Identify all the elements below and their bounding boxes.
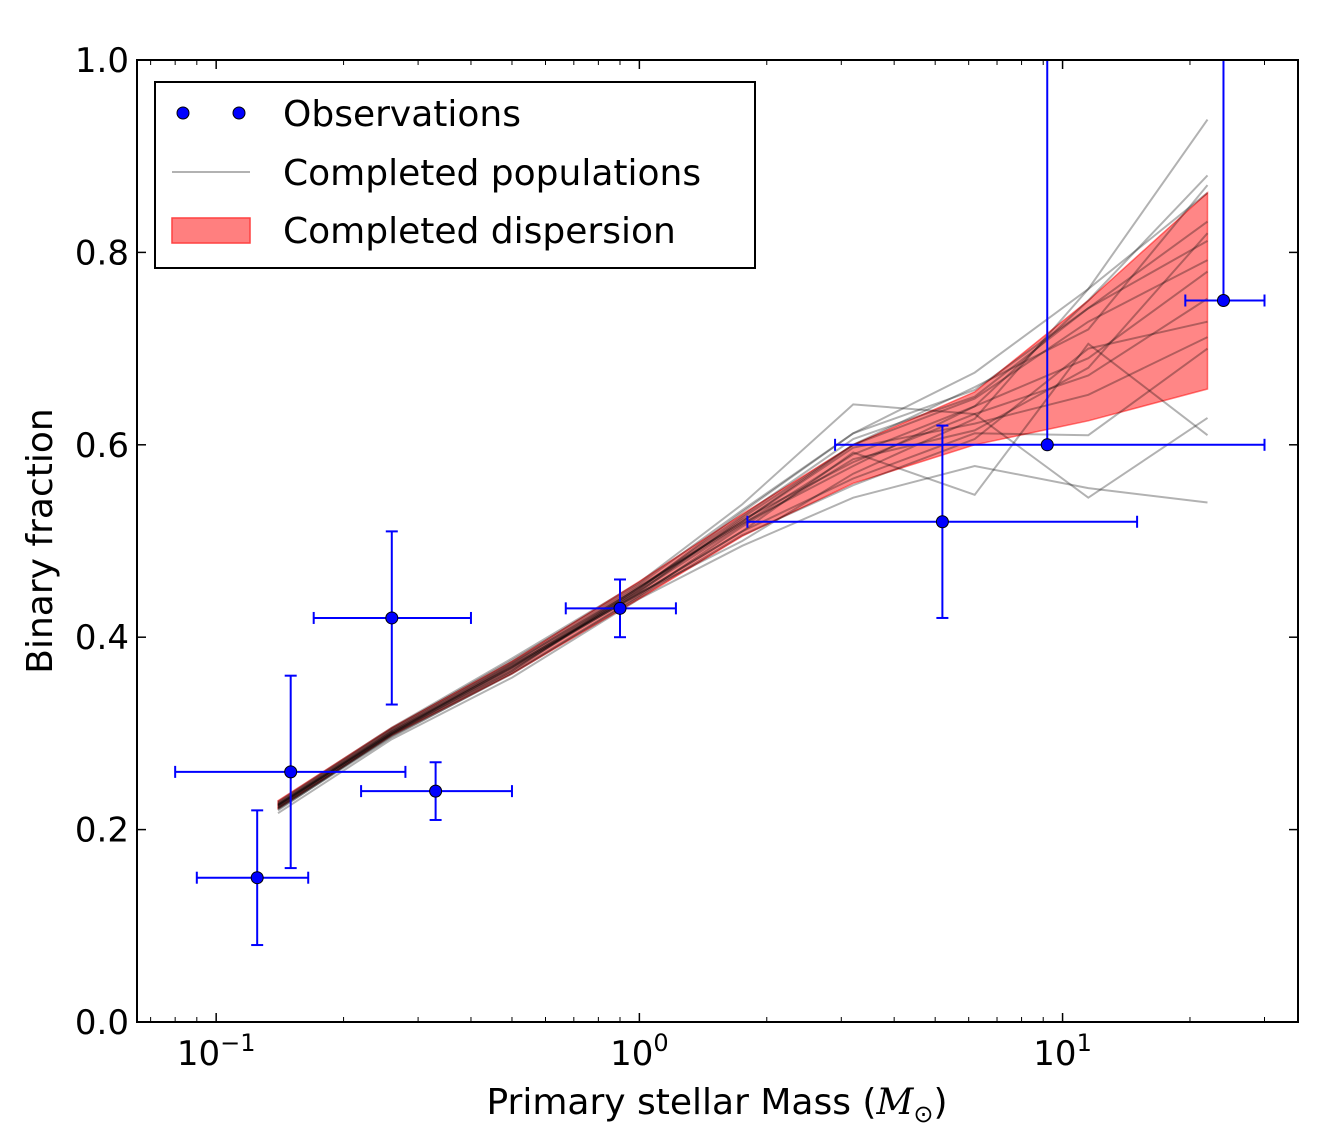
observation-marker [284, 765, 298, 779]
axis-ticks: 0.0 0.2 0.4 0.6 0.8 1.0 10−1 100 101 [75, 41, 1298, 1074]
observation-marker [613, 601, 627, 615]
observation-5 [564, 578, 677, 639]
population-line-2 [277, 259, 1208, 810]
population-line-12 [277, 403, 1209, 803]
legend: Observations Completed populations Compl… [154, 81, 756, 269]
y-tick-label: 1.0 [75, 41, 129, 81]
population-line-7 [277, 240, 1208, 806]
observation-1 [195, 809, 310, 947]
observation-7 [834, 60, 1266, 452]
observation-marker [935, 515, 949, 529]
x-tick-label: 101 [1033, 1029, 1092, 1074]
population-line-5 [277, 270, 1209, 808]
observation-3 [312, 530, 472, 706]
population-line-1 [277, 297, 1209, 807]
observation-marker [250, 871, 264, 885]
observation-marker [385, 611, 399, 625]
population-line-8 [277, 336, 1208, 805]
population-line-6 [277, 320, 1208, 810]
observation-marker [429, 784, 443, 798]
observation-4 [360, 761, 513, 821]
population-line-9 [277, 192, 1209, 809]
observations-points [174, 60, 1266, 947]
legend-observations-label: Observations [283, 94, 521, 135]
observation-8 [1184, 60, 1266, 307]
x-tick-label: 10−1 [177, 1029, 256, 1074]
legend-dispersion-patch [171, 217, 251, 244]
population-line-14 [277, 119, 1209, 812]
population-line-16 [277, 174, 1209, 806]
plot-content [174, 60, 1266, 947]
population-line-4 [277, 220, 1209, 804]
legend-frame [154, 81, 756, 269]
completed-dispersion-band [277, 191, 1209, 810]
population-line-15 [277, 342, 1209, 808]
observation-2 [174, 674, 407, 870]
observation-marker [1040, 438, 1054, 452]
y-tick-label: 0.4 [75, 618, 129, 658]
dispersion-area [277, 191, 1209, 810]
completed-populations-lines [277, 119, 1209, 815]
x-axis-label: Primary stellar Mass (M⊙) [486, 1082, 947, 1128]
population-line-11 [277, 232, 1209, 811]
y-axis-label: Binary fraction [20, 408, 61, 673]
x-tick-label: 100 [610, 1029, 669, 1074]
population-line-3 [277, 347, 1209, 806]
legend-dispersion-label: Completed dispersion [283, 211, 676, 252]
y-tick-label: 0.6 [75, 426, 129, 466]
y-tick-label: 0.8 [75, 233, 129, 273]
legend-observations-marker-right [232, 106, 246, 120]
legend-observations-marker-left [176, 106, 190, 120]
population-line-13 [277, 464, 1208, 815]
observation-marker [1216, 294, 1230, 307]
y-tick-label: 0.2 [75, 811, 129, 851]
observation-6 [746, 424, 1139, 619]
legend-populations-label: Completed populations [283, 153, 701, 194]
y-tick-label: 0.0 [75, 1003, 129, 1043]
plot-frame [136, 59, 1299, 1023]
population-line-10 [277, 184, 1209, 807]
